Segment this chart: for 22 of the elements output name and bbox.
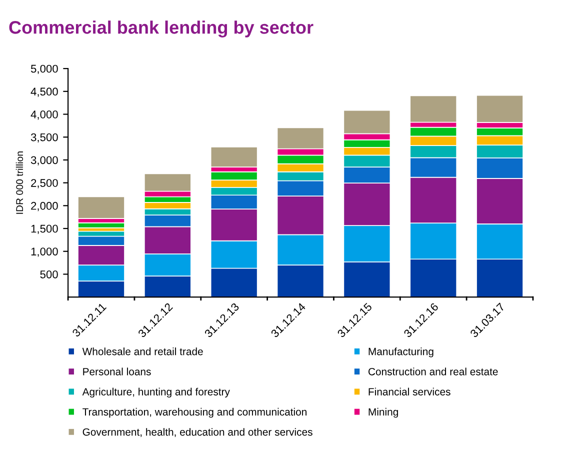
bar: [78, 196, 125, 219]
legend-label: Transportation, warehousing and communication: [82, 408, 306, 418]
chart-title: Commercial bank lending by sector: [9, 20, 314, 38]
legend-label: Wholesale and retail trade: [82, 348, 203, 356]
y-tick-label: 3,000: [30, 156, 58, 166]
legend-label: Personal loans: [83, 368, 151, 376]
y-tick-label: 4,500: [30, 88, 58, 97]
legend-label: Government, health, education and other services: [82, 428, 312, 437]
y-tick-label: 1,500: [31, 224, 58, 234]
y-tick-label: 1,000: [31, 248, 58, 257]
y-tick-label: 3,500: [30, 133, 58, 143]
legend-label: Agriculture, hunting and forestry: [82, 388, 230, 398]
y-tick-label: 5,000: [30, 64, 58, 74]
y-tick-label: 2,500: [31, 179, 58, 188]
legend-label: Construction and real estate: [368, 368, 498, 376]
y-tick-label: 2,000: [31, 202, 58, 212]
y-tick-label: 500: [40, 270, 58, 278]
legend-label: Mining: [368, 408, 398, 418]
legend-label: Manufacturing: [368, 348, 434, 358]
y-axis-title: IDR 000 trillion: [16, 152, 24, 214]
legend-label: Financial services: [368, 388, 450, 396]
y-tick-label: 4,000: [30, 110, 58, 120]
